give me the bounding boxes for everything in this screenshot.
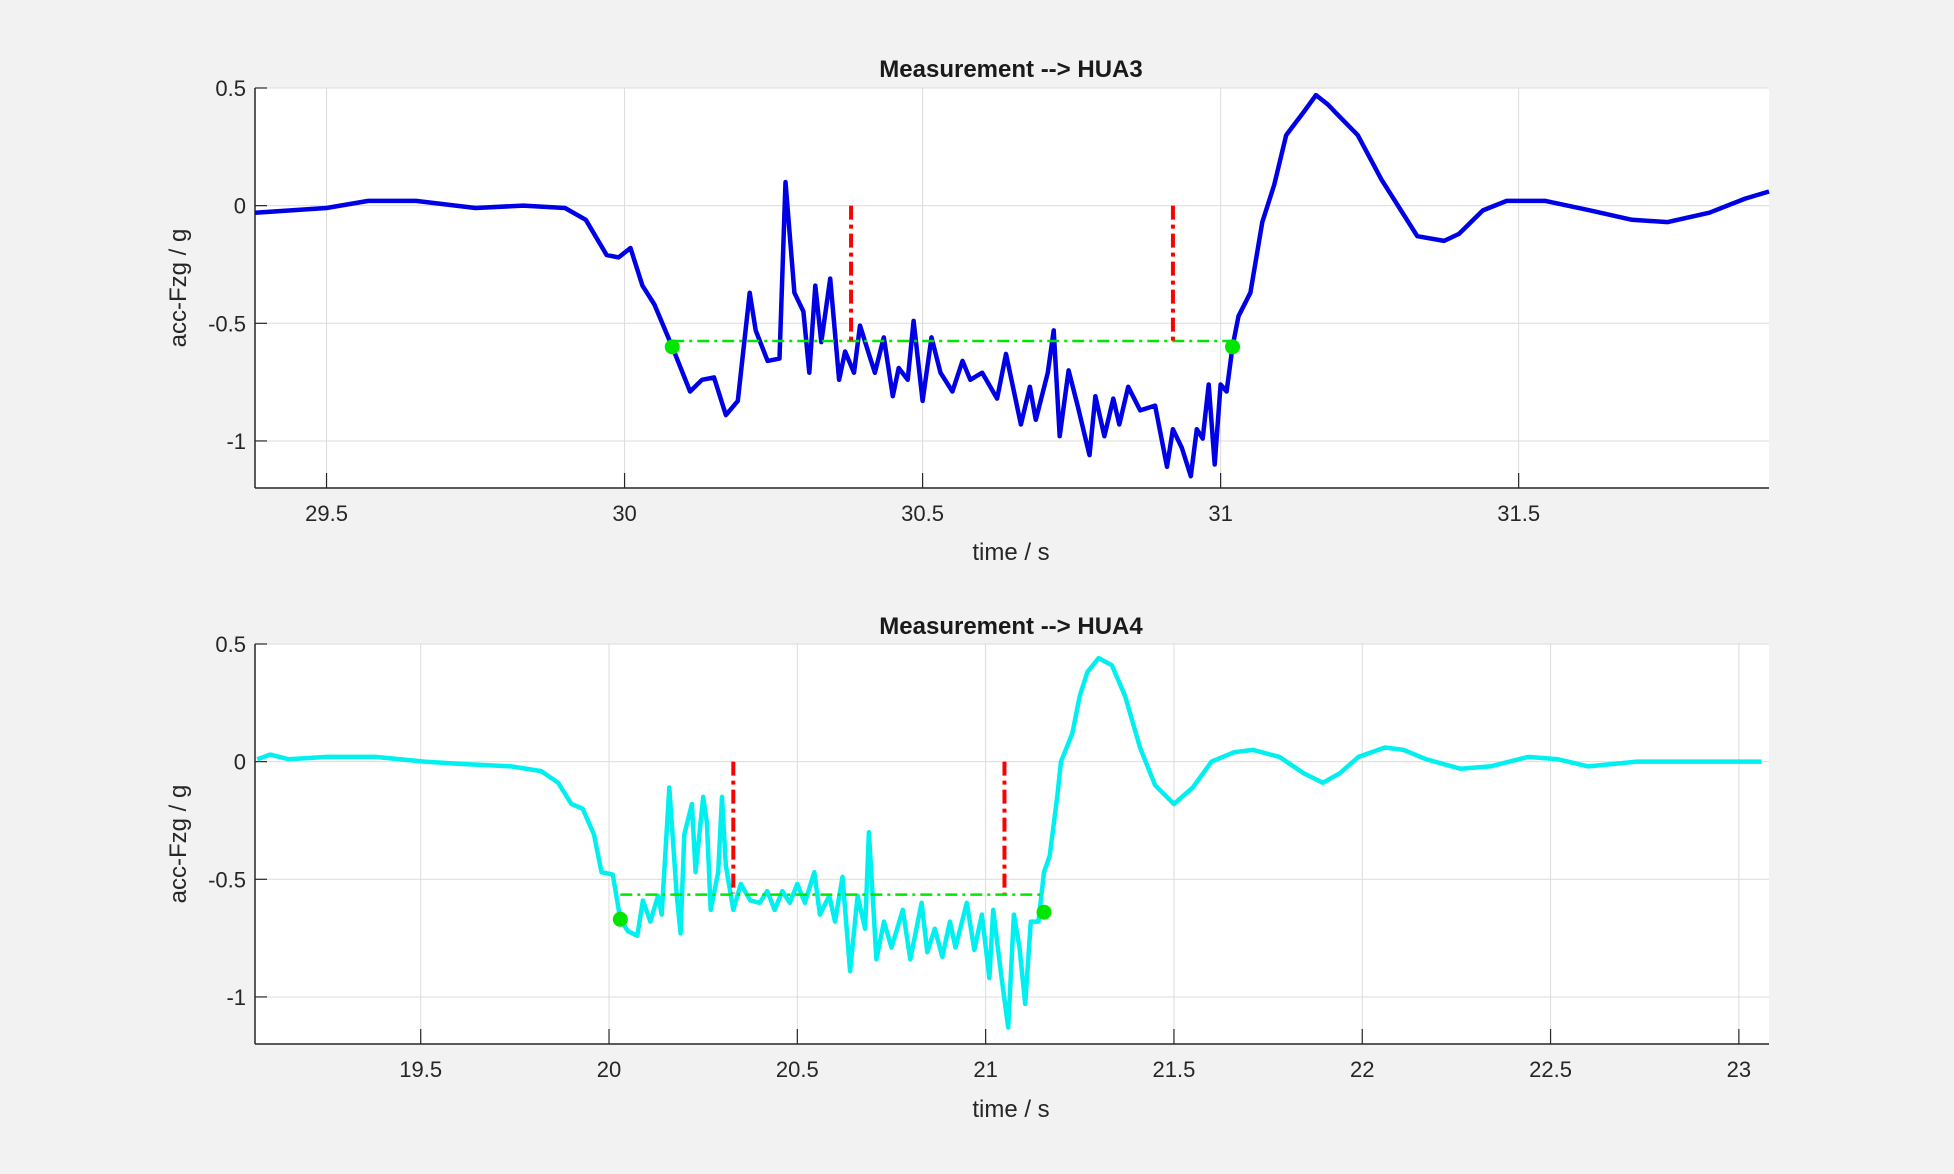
event-marker xyxy=(1225,339,1241,355)
y-axis-label: acc-Fzg / g xyxy=(165,785,192,904)
x-tick-label: 22.5 xyxy=(1529,1057,1572,1082)
x-tick-label: 19.5 xyxy=(399,1057,442,1082)
event-marker xyxy=(612,911,628,927)
plot-hua3: Measurement --> HUA3 time / s acc-Fzg / … xyxy=(165,56,1770,566)
x-tick-label: 31.5 xyxy=(1497,501,1540,526)
x-tick-label: 21.5 xyxy=(1153,1057,1196,1082)
x-tick-label: 31 xyxy=(1208,501,1232,526)
series-line xyxy=(256,655,1762,1030)
y-tick-label: 0.5 xyxy=(215,632,246,657)
y-axis-label: acc-Fzg / g xyxy=(165,229,192,348)
plot-hua4: Measurement --> HUA4 time / s acc-Fzg / … xyxy=(165,613,1769,1123)
x-tick-label: 23 xyxy=(1727,1057,1751,1082)
plot-title: Measurement --> HUA4 xyxy=(879,613,1143,640)
x-tick-label: 20.5 xyxy=(776,1057,819,1082)
series-line xyxy=(254,92,1770,479)
x-tick-label: 21 xyxy=(973,1057,997,1082)
y-tick-label: -0.5 xyxy=(208,311,246,336)
x-tick-label: 29.5 xyxy=(305,501,348,526)
plot-title: Measurement --> HUA3 xyxy=(879,56,1142,83)
x-axis-label: time / s xyxy=(972,1096,1049,1123)
y-tick-label: -1 xyxy=(226,985,246,1010)
event-marker xyxy=(1036,904,1052,920)
y-tick-label: 0 xyxy=(234,750,246,775)
plot-area xyxy=(255,88,1769,488)
x-tick-label: 20 xyxy=(597,1057,621,1082)
x-tick-label: 30 xyxy=(612,501,636,526)
event-marker xyxy=(664,339,680,355)
y-tick-label: -1 xyxy=(226,429,246,454)
x-tick-label: 22 xyxy=(1350,1057,1374,1082)
x-tick-label: 30.5 xyxy=(901,501,944,526)
y-tick-label: 0 xyxy=(234,194,246,219)
y-tick-label: 0.5 xyxy=(215,76,246,101)
x-axis-label: time / s xyxy=(972,539,1049,566)
y-tick-label: -0.5 xyxy=(208,867,246,892)
